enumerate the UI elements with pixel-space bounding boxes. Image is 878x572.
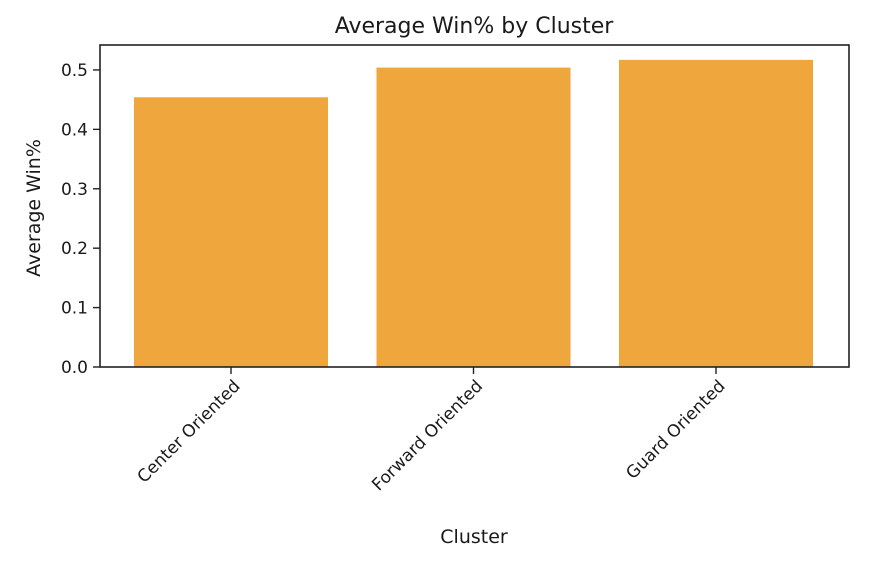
bar (619, 59, 813, 368)
plot-frame (99, 44, 850, 368)
y-axis: 0.0 0.1 0.2 0.3 0.4 0.5 (61, 61, 100, 378)
y-tick-label: 0.5 (61, 61, 88, 81)
y-axis-label: Average Win% (23, 139, 45, 277)
bar (134, 97, 328, 367)
y-tick-label: 0.0 (61, 358, 88, 378)
y-tick-label: 0.2 (61, 239, 88, 259)
y-tick-label: 0.3 (61, 180, 88, 200)
x-tick-label: Center Oriented (134, 376, 245, 487)
y-tick-label: 0.1 (61, 299, 88, 319)
y-tick-label: 0.4 (61, 120, 88, 140)
x-axis-label: Cluster (440, 526, 508, 548)
x-tick-label: Forward Oriented (368, 376, 487, 495)
x-axis: Center Oriented Forward Oriented Guard Ori… (134, 367, 730, 495)
bars-layer (134, 59, 813, 368)
x-tick-label: Guard Oriented (622, 376, 729, 483)
chart-title: Average Win% by Cluster (335, 14, 615, 39)
bar (376, 67, 571, 367)
